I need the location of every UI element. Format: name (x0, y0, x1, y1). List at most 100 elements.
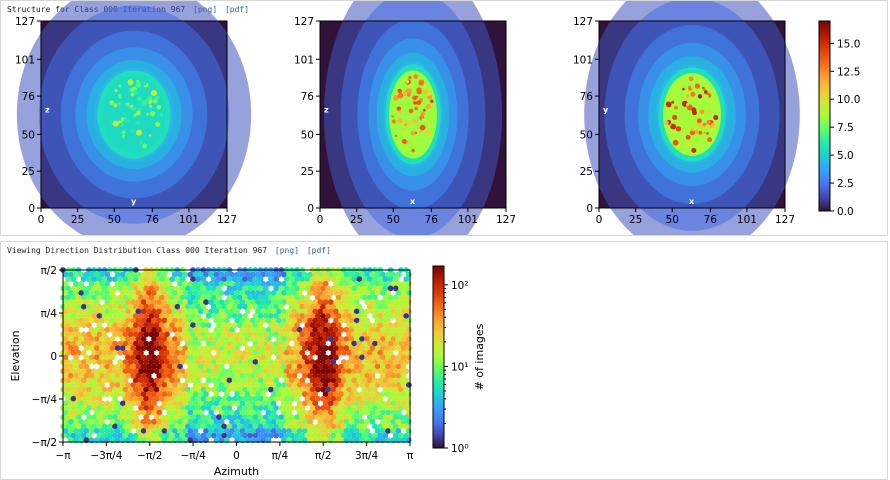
hex-bin (184, 340, 191, 347)
hex-bin (213, 354, 220, 361)
hex-bin (62, 290, 69, 296)
hex-bin (255, 308, 261, 315)
hex-bin (132, 285, 139, 292)
hex-bin (73, 308, 79, 315)
density-speck (696, 122, 700, 126)
hex-bin (351, 395, 358, 402)
hex-bin (356, 303, 363, 310)
hex-bin (338, 418, 345, 425)
hex-bin (273, 405, 280, 411)
hex-bin (278, 349, 285, 356)
azimuth-tick-label: −π (55, 450, 71, 462)
hex-bin (307, 280, 313, 287)
hex-bin (369, 345, 376, 352)
hex-bin (366, 414, 373, 421)
hex-bin (294, 313, 300, 319)
hex-bin (385, 290, 391, 296)
hex-bin (369, 363, 376, 370)
hex-bin (119, 400, 126, 407)
hex-bin (210, 405, 217, 411)
hex-bin (190, 368, 196, 375)
density-speck (145, 127, 152, 134)
hex-bin (403, 285, 410, 292)
hex-bin (213, 326, 220, 333)
viewing-png-link[interactable]: [png] (274, 246, 300, 255)
hex-bin (307, 409, 313, 416)
hex-bin (325, 386, 332, 393)
hex-bin (255, 336, 261, 342)
hex-bin (353, 354, 360, 361)
hex-bin (317, 299, 324, 306)
hex-bin (392, 395, 399, 402)
hex-bin (187, 391, 194, 398)
x-tick-label: 76 (146, 214, 160, 226)
hex-bin (231, 331, 238, 338)
hex-bin (148, 377, 155, 384)
hex-bin (208, 271, 215, 278)
hex-bin (236, 331, 243, 338)
density-speck (698, 123, 704, 129)
hex-bin (161, 391, 168, 398)
hex-bin (177, 372, 183, 379)
hex-bin (234, 299, 241, 306)
hex-bin (158, 414, 165, 421)
hex-bin (62, 271, 69, 278)
hex-bin (143, 395, 150, 402)
hex-bin (273, 322, 280, 329)
hex-bin (366, 303, 373, 310)
hex-bin (140, 317, 147, 324)
hex-bin (203, 345, 209, 352)
viewing-pdf-link[interactable]: [pdf] (306, 246, 331, 255)
hex-bin (117, 331, 124, 338)
hex-bin (265, 409, 272, 416)
hex-bin (184, 395, 191, 402)
density-speck (149, 104, 153, 109)
hex-bin (138, 331, 144, 338)
hex-bin (151, 280, 157, 287)
hex-bin (166, 418, 173, 425)
hex-bin (99, 382, 105, 388)
density-speck (681, 123, 685, 127)
hex-bin (70, 395, 77, 402)
hex-bin (322, 345, 329, 352)
hex-bin (190, 359, 196, 365)
hex-bin (127, 414, 134, 421)
hex-bin (195, 285, 202, 292)
density-speck (155, 121, 161, 127)
hex-bin (86, 359, 92, 365)
x-tick-label: 76 (425, 214, 439, 226)
hex-bin (130, 336, 137, 342)
hex-bin (390, 271, 397, 278)
hex-bin (125, 428, 131, 434)
hex-bin (361, 386, 368, 393)
hex-bin (143, 359, 150, 365)
hex-bin (333, 336, 339, 342)
hex-bin (182, 400, 189, 407)
hex-bin (184, 414, 191, 421)
hex-bin (278, 368, 285, 375)
hex-bin (234, 418, 241, 425)
hex-bin (179, 303, 186, 310)
hex-bin (236, 349, 243, 356)
hex-bin (400, 363, 407, 370)
hex-bin (353, 428, 360, 434)
hex-bin (112, 432, 118, 439)
hex-bin (301, 382, 308, 388)
density-speck (416, 87, 422, 93)
hex-bin (262, 331, 269, 338)
hex-bin (208, 363, 215, 370)
hex-bin (86, 386, 92, 393)
hex-bin (88, 308, 95, 315)
hex-bin (86, 276, 92, 283)
hex-bin (270, 280, 277, 287)
density-speck (159, 112, 163, 117)
hex-bin (400, 354, 407, 361)
hex-bin (208, 336, 215, 342)
hex-bin (119, 409, 126, 416)
hex-bin (177, 391, 183, 398)
hex-bin (156, 280, 163, 287)
structure-pdf-link[interactable]: [pdf] (224, 5, 250, 14)
hex-bin (281, 280, 287, 287)
hex-bin (236, 377, 243, 384)
hex-bin (130, 299, 137, 306)
